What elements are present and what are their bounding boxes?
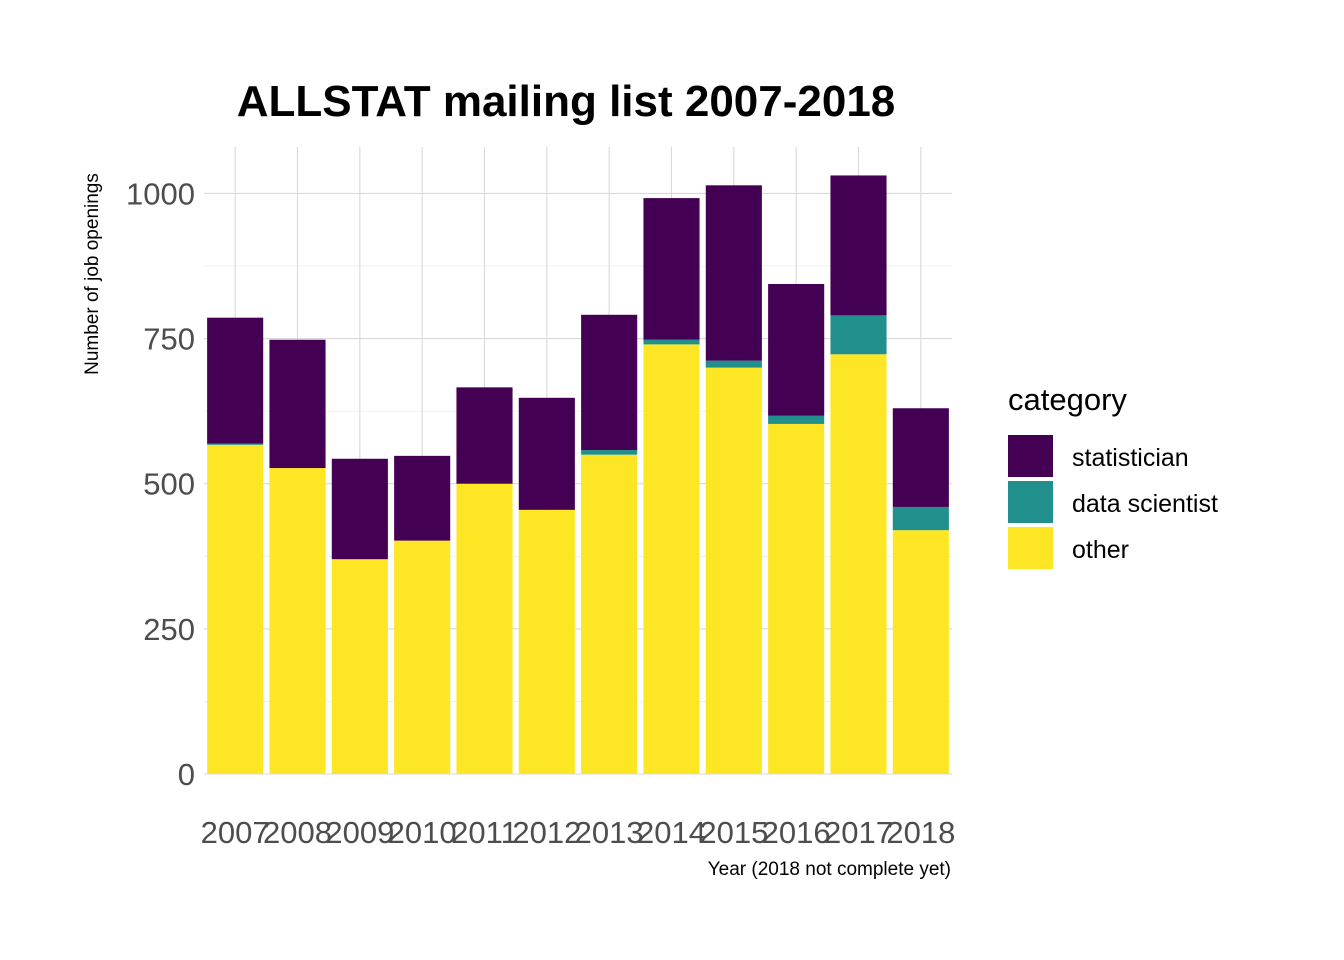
bar-segment bbox=[331, 458, 388, 560]
bar-segment bbox=[518, 397, 575, 510]
bar-segment bbox=[518, 509, 575, 774]
x-axis-ticks: 2007200820092010201120122013201420152016… bbox=[201, 815, 956, 850]
x-tick-label: 2014 bbox=[637, 815, 706, 850]
bar-segment bbox=[269, 468, 326, 774]
bar-segment bbox=[892, 530, 949, 774]
bar-segment bbox=[581, 450, 638, 455]
legend-swatch bbox=[1008, 481, 1053, 523]
y-tick-label: 0 bbox=[178, 757, 195, 792]
y-tick-label: 250 bbox=[143, 612, 195, 647]
bars bbox=[207, 175, 949, 774]
x-tick-label: 2012 bbox=[512, 815, 581, 850]
x-tick-label: 2015 bbox=[699, 815, 768, 850]
bar-segment bbox=[768, 284, 825, 416]
bar-segment bbox=[892, 408, 949, 507]
x-axis-title: Year (2018 not complete yet) bbox=[708, 859, 951, 880]
bar-segment bbox=[830, 175, 887, 316]
legend-items: statistician data scientist other bbox=[1008, 435, 1218, 569]
x-tick-label: 2011 bbox=[451, 815, 518, 850]
bar-segment bbox=[331, 559, 388, 774]
legend-swatch bbox=[1008, 527, 1053, 569]
bar-segment bbox=[207, 317, 264, 444]
bar-segment bbox=[456, 387, 513, 484]
y-tick-label: 1000 bbox=[126, 176, 195, 211]
bar-segment bbox=[456, 483, 513, 774]
legend-label: data scientist bbox=[1072, 490, 1218, 518]
bar-segment bbox=[394, 540, 451, 774]
legend: category statistician data scientist other bbox=[1008, 382, 1218, 569]
bar-segment bbox=[768, 423, 825, 774]
legend-label: statistician bbox=[1072, 444, 1189, 472]
bar-segment bbox=[705, 360, 762, 368]
bar-segment bbox=[830, 315, 887, 355]
x-tick-label: 2018 bbox=[886, 815, 955, 850]
x-tick-label: 2009 bbox=[325, 815, 394, 850]
x-tick-label: 2013 bbox=[575, 815, 644, 850]
bar-segment bbox=[705, 185, 762, 361]
legend-swatch bbox=[1008, 435, 1053, 477]
bar-segment bbox=[581, 314, 638, 451]
bar-segment bbox=[643, 339, 700, 345]
bar-segment bbox=[768, 415, 825, 424]
bar-segment bbox=[830, 354, 887, 774]
legend-title: category bbox=[1008, 382, 1127, 417]
x-tick-label: 2017 bbox=[824, 815, 893, 850]
y-tick-label: 500 bbox=[143, 467, 195, 502]
y-axis-ticks: 0 250 500 750 1000 bbox=[126, 176, 195, 792]
bar-segment bbox=[269, 339, 326, 469]
bar-segment bbox=[705, 367, 762, 774]
bar-segment bbox=[892, 506, 949, 531]
bar-segment bbox=[581, 454, 638, 774]
x-tick-label: 2008 bbox=[263, 815, 332, 850]
bar-segment bbox=[643, 198, 700, 340]
bar-segment bbox=[207, 443, 264, 445]
x-tick-label: 2010 bbox=[388, 815, 457, 850]
x-tick-label: 2016 bbox=[762, 815, 831, 850]
y-tick-label: 750 bbox=[143, 322, 195, 357]
bar-segment bbox=[394, 455, 451, 541]
y-axis-title: Number of job openings bbox=[82, 173, 103, 375]
x-tick-label: 2007 bbox=[201, 815, 270, 850]
bar-segment bbox=[207, 444, 264, 774]
chart-title: ALLSTAT mailing list 2007-2018 bbox=[237, 77, 896, 126]
legend-label: other bbox=[1072, 536, 1129, 564]
bar-segment bbox=[643, 344, 700, 774]
